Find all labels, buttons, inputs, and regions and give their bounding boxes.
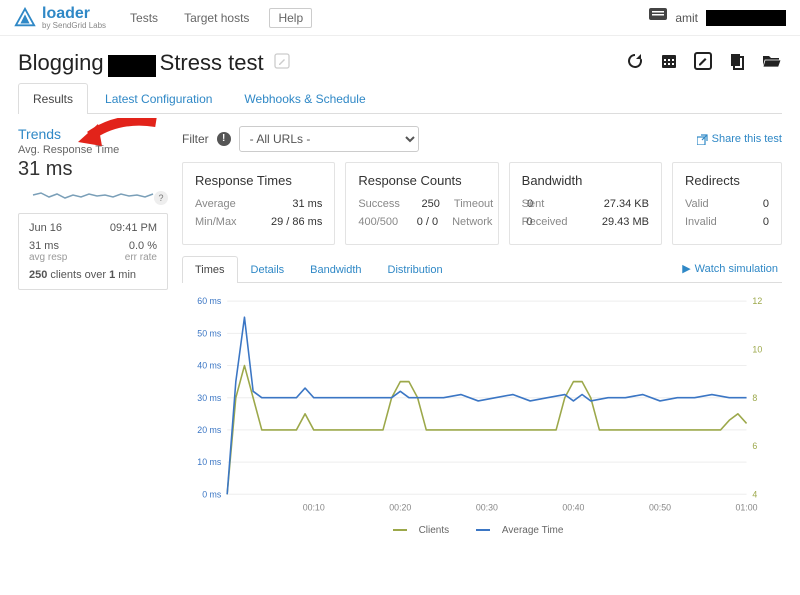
card-response-counts: Response Counts Success250Timeout0 400/5… [345,162,498,245]
nav-help[interactable]: Help [269,8,312,28]
card-response-times: Response Times Average31 ms Min/Max29 / … [182,162,335,245]
filter-info-icon[interactable]: ! [217,132,231,146]
trends-sparkline: ? [18,183,168,205]
stats-row: Response Times Average31 ms Min/Max29 / … [182,162,782,245]
main-panel: Filter ! - All URLs - Share this test Re… [182,126,782,536]
folder-icon[interactable] [762,52,782,75]
run-resp: 31 ms [29,240,67,252]
copy-icon[interactable] [728,52,746,75]
tab-results[interactable]: Results [18,83,88,114]
annotation-arrow [78,118,158,152]
brand-sub: by SendGrid Labs [42,21,106,30]
response-chart: 0 ms 10 ms 20 ms 30 ms 40 ms 50 ms 60 ms 4 6 8 10 1… [182,291,782,521]
edit-icon[interactable] [694,52,712,75]
run-err-label: err rate [125,252,157,263]
top-bar: loader by SendGrid Labs Tests Target hos… [0,0,800,36]
svg-text:40 ms: 40 ms [197,360,221,370]
run-card[interactable]: Jun 16 09:41 PM 31 msavg resp 0.0 %err ra… [18,213,168,290]
brand-name: loader [42,5,90,22]
svg-text:0 ms: 0 ms [202,489,222,499]
filter-label: Filter [182,132,209,146]
svg-text:6: 6 [752,441,757,451]
svg-text:12: 12 [752,296,762,306]
page-title: Blogging Stress test [18,50,290,76]
svg-text:4: 4 [752,489,757,499]
brand-logo[interactable]: loader by SendGrid Labs [14,6,106,30]
svg-text:60 ms: 60 ms [197,296,221,306]
svg-text:00:20: 00:20 [389,503,411,513]
svg-text:00:50: 00:50 [649,503,671,513]
refresh-icon[interactable] [626,52,644,75]
chart-tab-times[interactable]: Times [182,256,238,283]
chart-tab-bw[interactable]: Bandwidth [297,256,374,283]
share-link[interactable]: Share this test [697,133,782,145]
sidebar: Trends Avg. Response Time 31 ms ? Jun 16… [18,126,168,536]
top-nav: Tests Target hosts Help [124,7,312,29]
redacted [108,55,156,77]
user-name[interactable]: amit [675,11,698,25]
chart-tab-details[interactable]: Details [238,256,298,283]
trends-heading[interactable]: Trends [18,126,168,142]
svg-text:00:10: 00:10 [303,503,325,513]
filter-select[interactable]: - All URLs - [239,126,419,152]
svg-text:20 ms: 20 ms [197,425,221,435]
tab-webhooks[interactable]: Webhooks & Schedule [229,83,380,114]
svg-text:01:00: 01:00 [736,503,758,513]
svg-text:10: 10 [752,344,762,354]
run-resp-label: avg resp [29,252,67,263]
card-bandwidth: Bandwidth Sent27.34 KB Received29.43 MB [509,162,662,245]
messages-icon[interactable] [649,8,667,27]
chart-tab-dist[interactable]: Distribution [375,256,456,283]
tab-config[interactable]: Latest Configuration [90,83,227,114]
nav-hosts[interactable]: Target hosts [178,7,255,29]
watch-simulation-link[interactable]: ▶ Watch simulation [682,262,782,275]
svg-text:30 ms: 30 ms [197,393,221,403]
chart-legend: Clients Average Time [182,525,782,536]
nav-tests[interactable]: Tests [124,7,164,29]
user-area: amit [649,8,786,27]
run-clients: 250 [29,269,47,281]
svg-text:00:30: 00:30 [476,503,498,513]
run-clients-line: clients over 1 min [50,269,136,281]
redacted [706,10,786,26]
run-err: 0.0 % [125,240,157,252]
chart-tabs: Times Details Bandwidth Distribution [182,255,456,282]
edit-title-icon[interactable] [274,53,290,73]
svg-text:10 ms: 10 ms [197,457,221,467]
card-redirects: Redirects Valid0 Invalid0 [672,162,782,245]
run-date: Jun 16 [29,222,62,234]
calendar-icon[interactable] [660,52,678,75]
main-tabs: Results Latest Configuration Webhooks & … [18,82,782,114]
svg-text:8: 8 [752,393,757,403]
svg-text:00:40: 00:40 [562,503,584,513]
trends-value: 31 ms [18,158,168,181]
run-time: 09:41 PM [110,222,157,234]
svg-text:50 ms: 50 ms [197,328,221,338]
help-icon[interactable]: ? [154,191,168,205]
title-actions [626,52,782,75]
